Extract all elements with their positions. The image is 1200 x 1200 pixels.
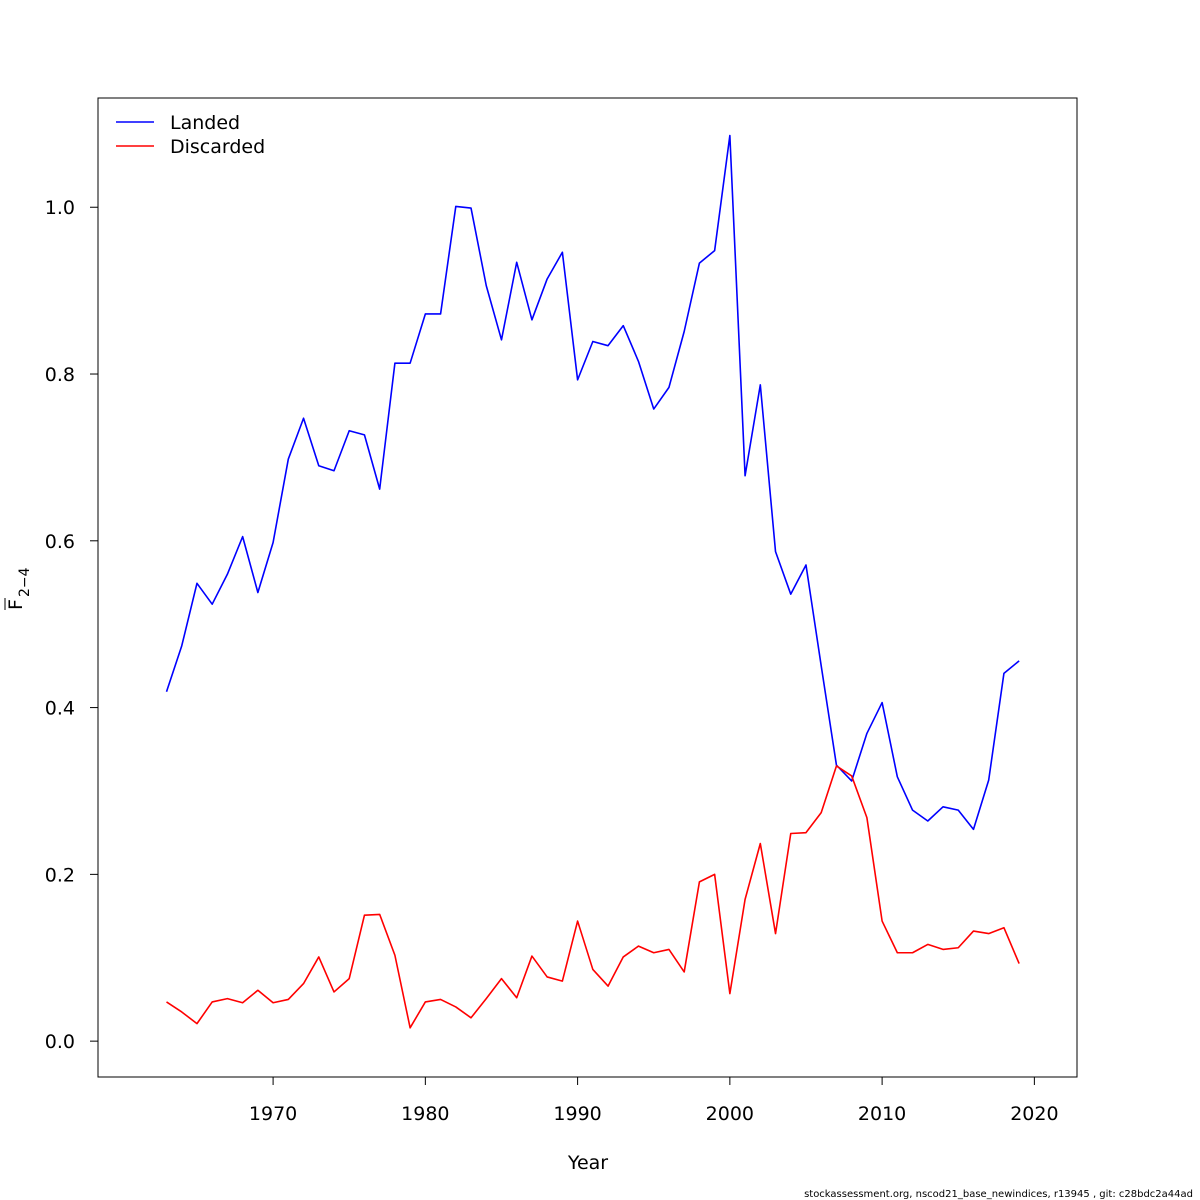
y-axis-title-main: F <box>5 599 27 610</box>
legend-label-landed: Landed <box>170 112 240 134</box>
y-tick-label: 0.6 <box>45 531 75 553</box>
plot-frame <box>97 97 1078 1078</box>
x-tick-label: 1980 <box>401 1103 449 1125</box>
y-tick-label: 1.0 <box>45 197 75 219</box>
x-axis-title: Year <box>567 1152 608 1174</box>
series-line-discarded <box>166 765 1020 1029</box>
y-axis-title: F 2−4 <box>4 567 33 610</box>
series-line-landed <box>165 134 1020 831</box>
legend-label-discarded: Discarded <box>170 136 265 158</box>
y-axis: 0.0 0.2 0.4 0.6 0.8 1.0 <box>45 197 99 1053</box>
series-layer <box>165 134 1020 1029</box>
footer-attribution: stockassessment.org, nscod21_base_newind… <box>804 1189 1193 1200</box>
y-tick-label: 0.0 <box>45 1031 75 1053</box>
y-tick-label: 0.2 <box>45 864 75 886</box>
y-axis-title-subscript: 2−4 <box>17 567 33 597</box>
x-axis: 1970 1980 1990 2000 2010 2020 <box>249 1076 1059 1125</box>
x-tick-label: 2020 <box>1010 1103 1058 1125</box>
legend: Landed Discarded <box>116 112 265 158</box>
x-tick-label: 2010 <box>858 1103 906 1125</box>
y-tick-label: 0.4 <box>45 698 75 720</box>
y-tick-label: 0.8 <box>45 364 75 386</box>
x-tick-label: 1990 <box>553 1103 601 1125</box>
x-tick-label: 1970 <box>249 1103 297 1125</box>
x-tick-label: 2000 <box>706 1103 754 1125</box>
